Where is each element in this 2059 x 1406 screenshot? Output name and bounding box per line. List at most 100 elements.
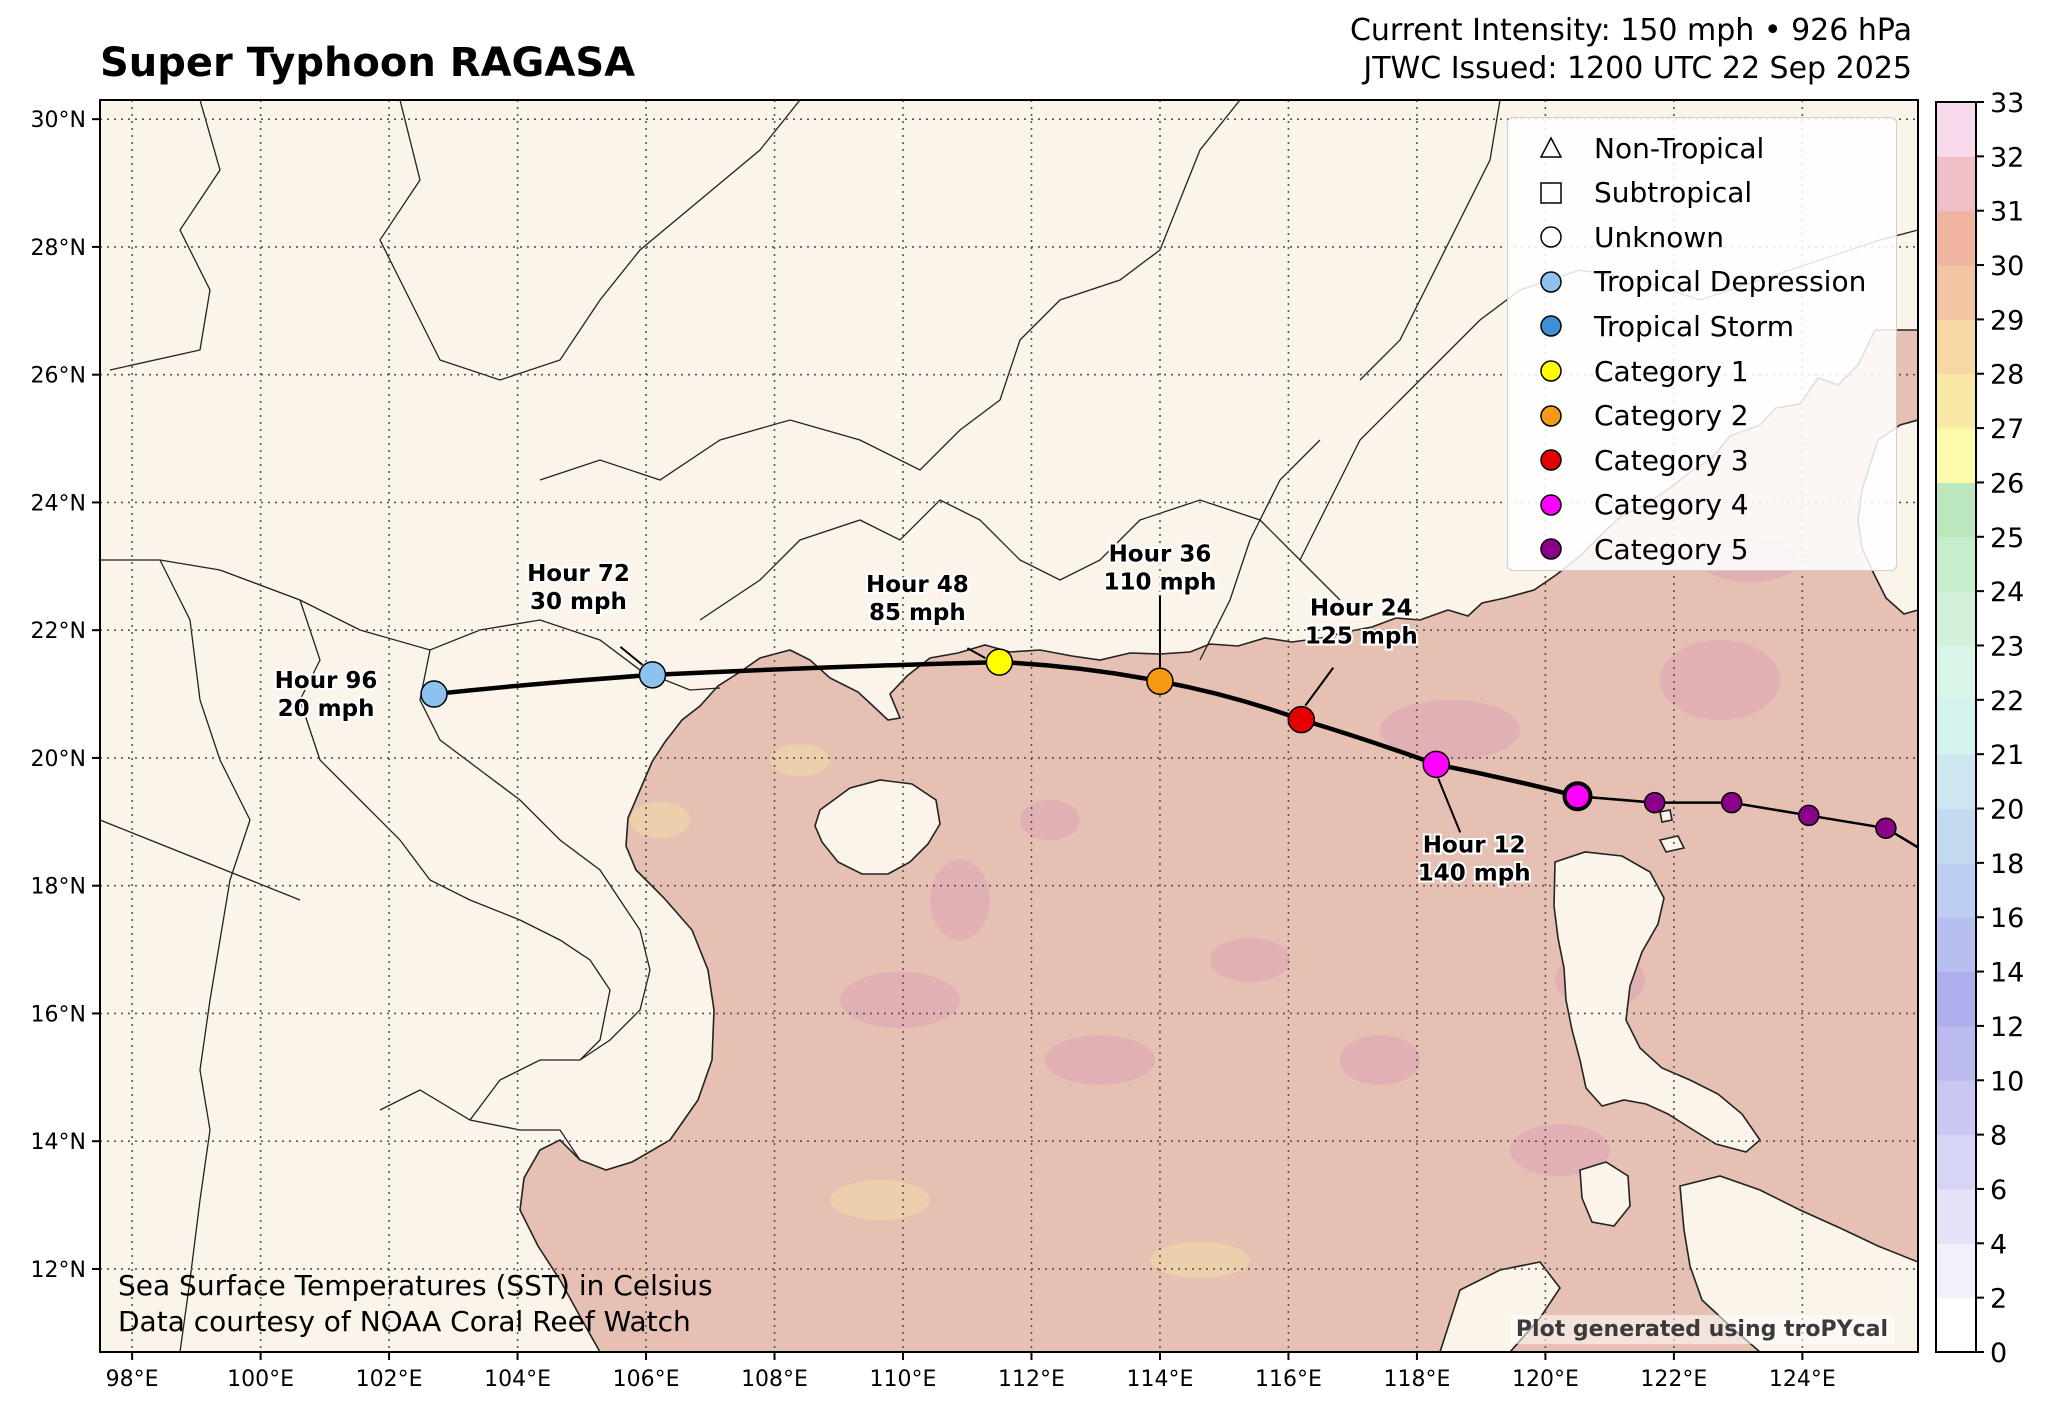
- colorbar-band: [1936, 536, 1976, 592]
- colorbar-band: [1936, 1080, 1976, 1136]
- cool-sst-patch: [630, 802, 690, 838]
- colorbar-tick-label: 25: [1990, 523, 2024, 554]
- square-shape: [1540, 181, 1562, 204]
- colorbar-tick-label: 10: [1990, 1066, 2024, 1097]
- forecast-wind-label: 85 mph: [869, 600, 966, 626]
- circle-marker-icon: [1508, 447, 1594, 473]
- circle-marker-icon: [1508, 358, 1594, 384]
- legend-label: Tropical Storm: [1594, 309, 1794, 343]
- triangle-shape: [1539, 136, 1563, 158]
- current-position-marker: [1562, 781, 1593, 812]
- forecast-position-marker: [1422, 750, 1450, 779]
- forecast-wind-label: 140 mph: [1418, 860, 1531, 886]
- lon-tick-label: 124°E: [1769, 1367, 1836, 1392]
- colorbar-band: [1936, 265, 1976, 320]
- cool-sst-patch: [770, 744, 830, 776]
- forecast-hour-label: Hour 96: [275, 668, 378, 694]
- forecast-position-marker: [1146, 667, 1174, 696]
- legend-label: Category 5: [1594, 532, 1749, 566]
- palawan-tip: [1439, 1261, 1561, 1352]
- province-lines-4: [699, 499, 1341, 621]
- colorbar-tick-label: 26: [1990, 468, 2024, 499]
- circle-shape: [1540, 538, 1562, 561]
- colorbar-band: [1936, 1025, 1976, 1081]
- colorbar-band: [1936, 699, 1976, 755]
- colorbar-band: [1936, 862, 1976, 918]
- circle-shape: [1540, 360, 1562, 382]
- forecast-wind-label: 20 mph: [278, 696, 375, 722]
- circle-shape: [1540, 449, 1562, 471]
- legend-item: Unknown: [1508, 215, 1724, 259]
- forecast-hour-label: Hour 36: [1109, 541, 1212, 567]
- province-lines-6: [1359, 100, 1501, 381]
- colorbar-tick-label: 29: [1990, 305, 2024, 336]
- colorbar-band: [1936, 645, 1976, 701]
- forecast-wind-label: 125 mph: [1305, 624, 1418, 650]
- label-leader-line: [619, 646, 644, 666]
- lon-tick-label: 110°E: [870, 1367, 937, 1392]
- circle-shape: [1540, 271, 1562, 293]
- colorbar-band: [1936, 1188, 1976, 1244]
- colorbar-tick-label: 6: [1990, 1175, 2007, 1206]
- legend-item: Tropical Storm: [1508, 304, 1794, 348]
- province-lines-1: [109, 100, 221, 371]
- lon-tick-label: 102°E: [356, 1367, 423, 1392]
- colorbar-tick-label: 12: [1990, 1012, 2024, 1043]
- colorbar-tick-label: 18: [1990, 849, 2024, 880]
- lon-tick-label: 112°E: [998, 1367, 1065, 1392]
- batanes: [1659, 809, 1673, 823]
- visayas: [1679, 1175, 1918, 1352]
- colorbar-tick-label: 33: [1990, 88, 2024, 119]
- colorbar-band: [1936, 754, 1976, 810]
- warm-sst-patch: [1045, 1035, 1155, 1085]
- lat-tick-label: 26°N: [31, 364, 86, 389]
- legend-label: Subtropical: [1594, 176, 1753, 210]
- square-marker-icon: [1508, 180, 1594, 206]
- colorbar-tick-label: 24: [1990, 577, 2024, 608]
- hainan-island: [814, 779, 941, 875]
- province-lines-2: [379, 100, 801, 381]
- forecast-hour-label: Hour 72: [527, 561, 630, 587]
- colorbar-frame: [1935, 101, 1977, 1353]
- lon-tick-label: 114°E: [1127, 1367, 1194, 1392]
- label-leader-line: [966, 647, 986, 659]
- colorbar-band: [1936, 156, 1976, 212]
- intensity-legend: Non-Tropical Subtropical Unknown Tropical D…: [1507, 117, 1897, 571]
- cambodia-border: [379, 1089, 581, 1161]
- legend-label: Unknown: [1594, 220, 1724, 254]
- colorbar-tick-label: 21: [1990, 740, 2024, 771]
- colorbar-tick-label: 16: [1990, 903, 2024, 934]
- forecast-wind-label: 110 mph: [1104, 569, 1217, 595]
- colorbar-band: [1936, 1134, 1976, 1190]
- colorbar-band: [1936, 917, 1976, 973]
- luzon: [1553, 851, 1762, 1153]
- colorbar-band: [1936, 482, 1976, 538]
- plot-frame: [99, 99, 1919, 1353]
- laos-thailand-border: [299, 599, 611, 1121]
- legend-label: Non-Tropical: [1594, 131, 1765, 165]
- lat-tick-label: 22°N: [31, 619, 86, 644]
- colorbar-band: [1936, 1297, 1976, 1353]
- lon-tick-label: 104°E: [484, 1367, 551, 1392]
- lat-lon-grid: [100, 100, 1918, 1352]
- longitude-axis: 98°E 100°E 102°E 104°E 106°E 108°E 110°E 112°E 1…: [106, 1352, 1836, 1392]
- colorbar-tick-label: 22: [1990, 686, 2024, 717]
- issued-time: JTWC Issued: 1200 UTC 22 Sep 2025: [1363, 51, 1912, 86]
- warm-sst-patch: [1210, 938, 1290, 982]
- lon-tick-label: 108°E: [741, 1367, 808, 1392]
- circle-marker-icon: [1508, 269, 1594, 295]
- myanmar-thailand-border: [159, 559, 251, 1352]
- warm-sst-patch: [840, 972, 960, 1028]
- colorbar-band: [1936, 591, 1976, 646]
- lon-tick-label: 106°E: [613, 1367, 680, 1392]
- lat-tick-label: 20°N: [31, 747, 86, 772]
- legend-item: Category 3: [1508, 438, 1749, 482]
- colorbar-band: [1936, 102, 1976, 157]
- forecast-hour-label: Hour 12: [1423, 832, 1526, 858]
- lon-tick-label: 100°E: [227, 1367, 294, 1392]
- colorbar-band: [1936, 1243, 1976, 1299]
- lat-tick-label: 16°N: [31, 1002, 86, 1027]
- circle-shape: [1540, 404, 1562, 427]
- past-position-marker: [1875, 817, 1897, 839]
